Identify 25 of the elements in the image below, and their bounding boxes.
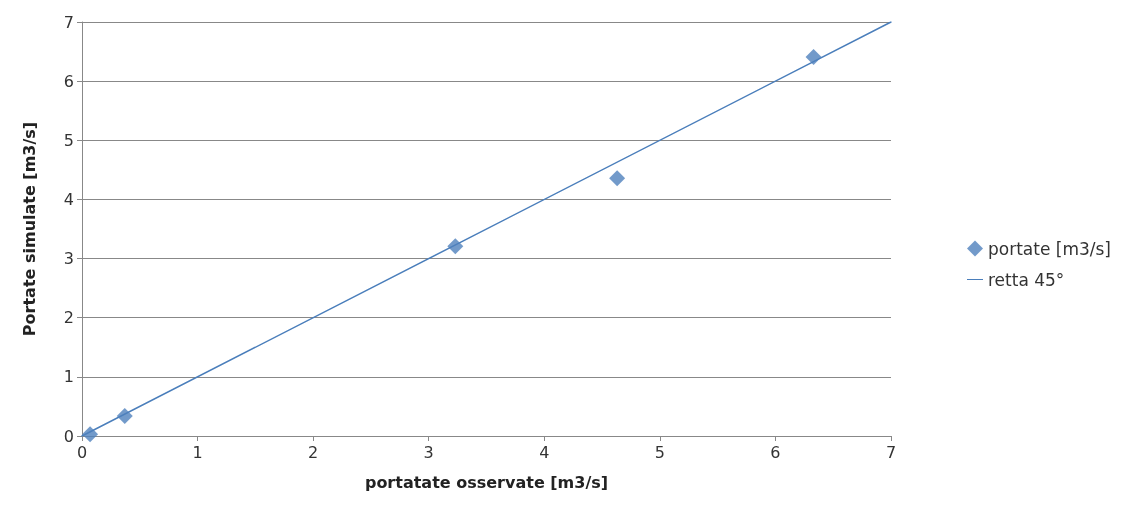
point xyxy=(116,407,133,424)
y-tick-label: 6 xyxy=(63,71,74,91)
x-tick-label: 5 xyxy=(654,442,665,462)
x-tick-label: 3 xyxy=(423,442,434,462)
point xyxy=(82,426,99,443)
y-tick-label: 3 xyxy=(63,249,74,269)
y-tick-label: 1 xyxy=(63,367,74,387)
y-tick-label: 0 xyxy=(63,426,74,446)
point xyxy=(447,238,464,255)
y-tick-label: 5 xyxy=(63,130,74,150)
x-tick-label: 4 xyxy=(539,442,550,462)
y-tick-label: 7 xyxy=(63,12,74,32)
y-axis-title: Portate simulate [m3/s] xyxy=(19,121,39,337)
point xyxy=(805,48,822,65)
x-axis-title: portatate osservate [m3/s] xyxy=(364,472,609,492)
point xyxy=(609,170,626,187)
x-tick-label: 0 xyxy=(76,442,88,462)
legend-label: retta 45° xyxy=(987,269,1065,290)
x-tick-label: 2 xyxy=(308,442,319,462)
y-tick-label: 4 xyxy=(63,189,74,209)
y-tick-label: 2 xyxy=(63,308,74,328)
x-tick-label: 1 xyxy=(192,442,203,462)
legend-label: portate [m3/s] xyxy=(987,238,1112,259)
x-tick-label: 6 xyxy=(770,442,781,462)
x-tick-label: 7 xyxy=(885,442,897,462)
